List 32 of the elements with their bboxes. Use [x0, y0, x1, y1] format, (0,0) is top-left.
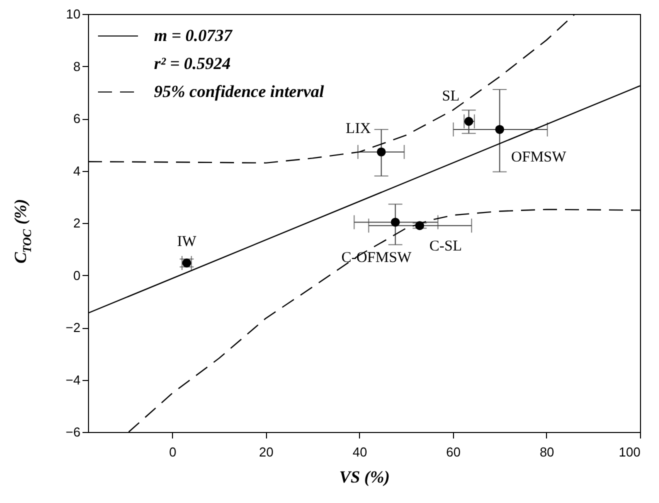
x-tick-label: 60 [446, 444, 461, 460]
y-tick-label: 6 [73, 111, 80, 126]
point [495, 125, 504, 134]
annotation: IW [177, 234, 198, 250]
point [464, 116, 474, 126]
legend-label: 95% confidence interval [154, 82, 324, 101]
y-tick-label: −6 [66, 424, 80, 440]
y-axis-title: CTOC (%) [11, 199, 34, 264]
x-tick-label: 40 [352, 444, 368, 460]
point [415, 221, 424, 230]
annotation: SL [442, 88, 460, 104]
annotation: r² = 0.5924 [154, 54, 231, 73]
point [182, 258, 192, 268]
point [376, 147, 386, 156]
x-tick-label: 20 [259, 444, 274, 460]
y-tick-label: 10 [66, 6, 80, 22]
y-tick-label: 0 [73, 268, 80, 283]
annotation: C-SL [429, 238, 462, 255]
annotation: C-OFMSW [341, 250, 412, 266]
x-tick-label: 80 [540, 444, 554, 460]
annotation: LIX [346, 120, 371, 137]
x-tick-label: 100 [618, 444, 640, 460]
y-tick-label: −4 [66, 372, 80, 388]
x-axis-title: VS (%) [339, 468, 390, 486]
y-tick-label: −2 [66, 320, 80, 335]
annotation: OFMSW [511, 149, 568, 166]
y-tick-label: 8 [73, 58, 80, 74]
point [390, 218, 400, 227]
y-tick-label: 2 [73, 216, 80, 230]
legend-label: m = 0.0737 [154, 26, 234, 45]
x-tick-label: 0 [169, 444, 176, 460]
y-tick-label: 4 [73, 163, 80, 178]
